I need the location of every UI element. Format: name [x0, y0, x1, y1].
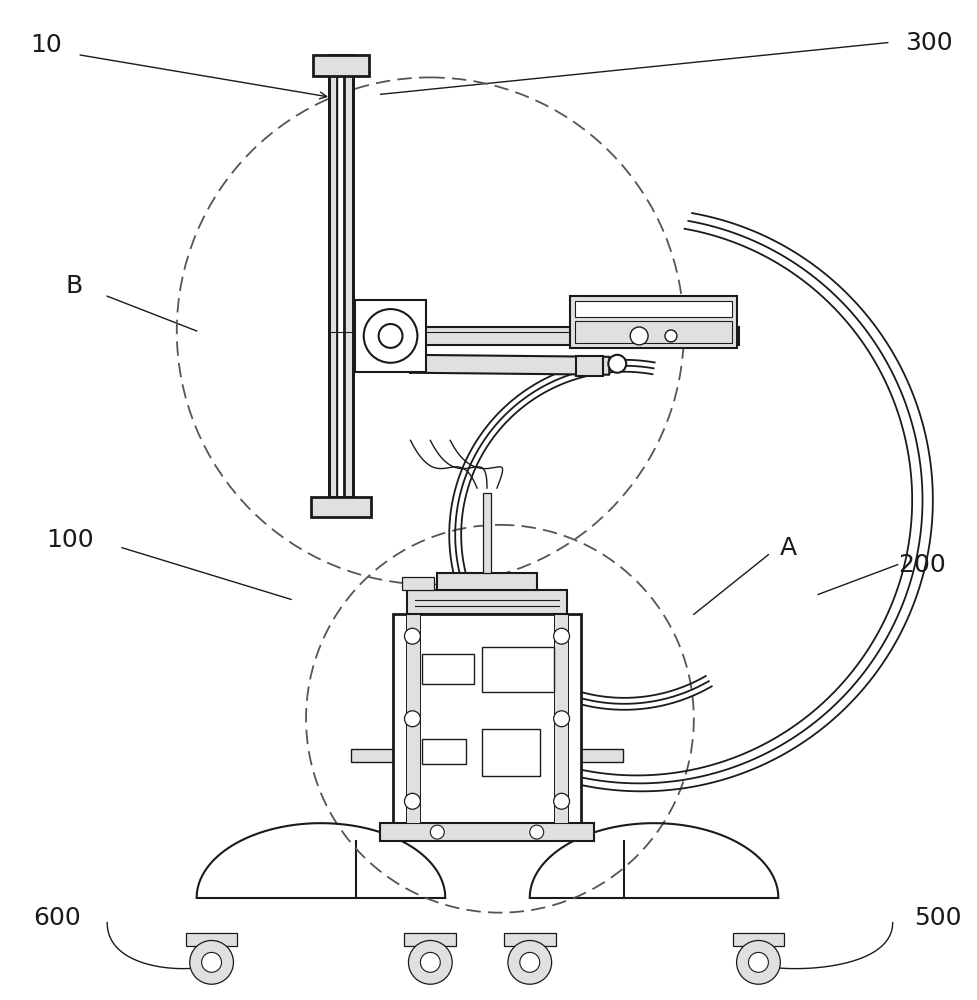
- FancyBboxPatch shape: [406, 614, 420, 823]
- Circle shape: [408, 940, 452, 984]
- Circle shape: [748, 952, 768, 972]
- FancyBboxPatch shape: [404, 933, 456, 946]
- FancyBboxPatch shape: [422, 739, 466, 764]
- Circle shape: [201, 952, 222, 972]
- FancyBboxPatch shape: [482, 647, 554, 692]
- Circle shape: [404, 711, 420, 727]
- Circle shape: [737, 940, 781, 984]
- FancyBboxPatch shape: [337, 55, 345, 497]
- Circle shape: [420, 952, 441, 972]
- FancyBboxPatch shape: [733, 933, 785, 946]
- Circle shape: [530, 825, 543, 839]
- Text: 200: 200: [898, 553, 946, 577]
- Text: A: A: [780, 536, 797, 560]
- Circle shape: [508, 940, 552, 984]
- FancyBboxPatch shape: [331, 327, 739, 345]
- Text: 100: 100: [47, 528, 94, 552]
- Circle shape: [609, 355, 626, 373]
- Circle shape: [430, 825, 445, 839]
- Text: B: B: [65, 274, 83, 298]
- FancyBboxPatch shape: [380, 823, 594, 841]
- FancyBboxPatch shape: [422, 654, 474, 684]
- Polygon shape: [410, 355, 610, 375]
- FancyBboxPatch shape: [574, 321, 732, 343]
- Text: 500: 500: [913, 906, 961, 930]
- FancyBboxPatch shape: [574, 301, 732, 317]
- FancyBboxPatch shape: [313, 55, 368, 76]
- FancyBboxPatch shape: [311, 497, 370, 517]
- FancyBboxPatch shape: [351, 749, 393, 762]
- FancyBboxPatch shape: [482, 729, 539, 776]
- FancyBboxPatch shape: [483, 493, 491, 573]
- FancyBboxPatch shape: [575, 356, 604, 376]
- Circle shape: [404, 793, 420, 809]
- Circle shape: [379, 324, 403, 348]
- FancyBboxPatch shape: [407, 590, 567, 614]
- Text: 600: 600: [33, 906, 81, 930]
- Circle shape: [630, 327, 648, 345]
- FancyBboxPatch shape: [438, 573, 536, 590]
- Circle shape: [665, 330, 677, 342]
- Circle shape: [554, 628, 570, 644]
- FancyBboxPatch shape: [570, 296, 737, 348]
- FancyBboxPatch shape: [393, 614, 581, 823]
- Circle shape: [520, 952, 539, 972]
- FancyBboxPatch shape: [504, 933, 556, 946]
- FancyBboxPatch shape: [403, 577, 435, 590]
- Circle shape: [363, 309, 417, 363]
- Circle shape: [554, 711, 570, 727]
- FancyBboxPatch shape: [345, 55, 353, 497]
- Circle shape: [404, 628, 420, 644]
- Circle shape: [190, 940, 234, 984]
- Circle shape: [554, 793, 570, 809]
- FancyBboxPatch shape: [186, 933, 237, 946]
- FancyBboxPatch shape: [329, 55, 337, 497]
- Text: 300: 300: [905, 31, 953, 55]
- Text: 10: 10: [30, 33, 63, 57]
- FancyBboxPatch shape: [554, 614, 568, 823]
- FancyBboxPatch shape: [581, 749, 623, 762]
- FancyBboxPatch shape: [355, 300, 426, 372]
